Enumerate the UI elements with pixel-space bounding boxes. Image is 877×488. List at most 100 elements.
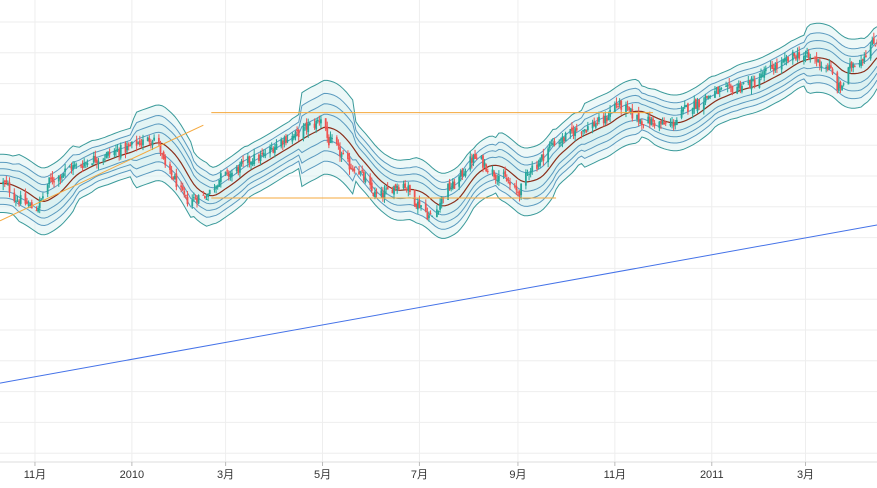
candle-body-295 — [658, 121, 661, 128]
candle-body-313 — [696, 101, 699, 112]
candle-body-72 — [161, 153, 163, 155]
candle-body-273 — [607, 116, 610, 121]
candle-body-315 — [702, 102, 705, 110]
candle-body-263 — [585, 129, 588, 133]
candle-body-25 — [57, 175, 60, 182]
candle-body-256 — [571, 127, 573, 132]
candle-body-95 — [213, 188, 216, 190]
candle-body-195 — [436, 209, 438, 218]
candle-body-272 — [606, 117, 608, 122]
candle-body-36 — [81, 165, 84, 168]
candle-body-296 — [660, 120, 662, 124]
candle-body-317 — [706, 95, 708, 98]
candle-body-10 — [24, 193, 27, 204]
candle-body-205 — [458, 176, 461, 187]
candle-body-255 — [569, 129, 572, 134]
candle-body-122 — [272, 148, 275, 153]
candle-body-363 — [807, 52, 810, 58]
candle-body-147 — [327, 137, 330, 146]
candle-body-378 — [841, 85, 843, 91]
candle-body-319 — [709, 96, 712, 98]
candle-body-323 — [718, 88, 721, 92]
candle-body-69 — [153, 137, 156, 141]
candle-body-155 — [347, 152, 349, 159]
candle-body-62 — [138, 140, 141, 146]
candle-body-293 — [652, 118, 654, 122]
candle-body-115 — [258, 154, 260, 161]
candle-body-292 — [650, 118, 653, 126]
candle-body-297 — [661, 121, 664, 125]
moving-average — [0, 57, 877, 207]
candle-body-165 — [369, 176, 372, 185]
candle-body-271 — [604, 115, 607, 124]
candle-body-333 — [741, 86, 743, 92]
band-upper-3 — [0, 22, 877, 174]
candle-body-269 — [598, 116, 600, 122]
candle-body-123 — [273, 147, 276, 153]
candle-body-32 — [72, 164, 74, 170]
candle-body-308 — [685, 104, 688, 107]
candle-body-66 — [148, 138, 151, 143]
x-tick-label-3: 5月 — [314, 469, 331, 481]
candle-body-142 — [316, 119, 319, 122]
candle-body-127 — [283, 137, 286, 143]
candle-body-212 — [472, 155, 475, 163]
candle-body-225 — [502, 172, 505, 174]
candle-body-228 — [507, 182, 510, 184]
candle-body-320 — [714, 90, 716, 98]
candle-body-392 — [872, 38, 875, 44]
candle-body-98 — [218, 180, 221, 187]
candle-body-247 — [550, 142, 553, 144]
candle-body-264 — [586, 126, 589, 131]
candle-body-173 — [385, 188, 387, 190]
candle-body-17 — [38, 199, 41, 209]
candle-body-30 — [69, 166, 71, 168]
candle-body-304 — [675, 119, 678, 126]
candle-body-152 — [339, 146, 341, 157]
candle-body-84 — [186, 196, 189, 205]
candle-body-75 — [169, 164, 171, 170]
candle-body-210 — [469, 156, 472, 170]
candle-body-391 — [871, 40, 874, 46]
candle-body-91 — [204, 196, 206, 198]
candle-body-67 — [150, 142, 152, 144]
x-tick-label-5: 9月 — [509, 469, 526, 481]
candle-body-375 — [836, 72, 839, 91]
candle-body-159 — [353, 169, 356, 172]
candles — [2, 32, 877, 222]
candle-body-202 — [450, 188, 453, 190]
candle-body-329 — [731, 86, 734, 93]
candle-body-73 — [162, 151, 165, 159]
candle-body-24 — [53, 181, 55, 183]
candle-body-267 — [594, 123, 597, 128]
candle-body-192 — [428, 215, 430, 218]
candle-body-118 — [262, 152, 265, 157]
candle-body-196 — [437, 211, 440, 213]
candle-body-262 — [583, 129, 586, 131]
candle-body-224 — [497, 175, 500, 182]
candle-body-55 — [124, 142, 127, 153]
candle-body-339 — [753, 79, 756, 87]
candle-body-180 — [402, 183, 405, 189]
candle-body-83 — [184, 194, 187, 196]
candle-body-124 — [275, 144, 278, 150]
x-tick-label-4: 7月 — [411, 469, 428, 481]
candle-body-246 — [548, 144, 551, 149]
candle-body-376 — [837, 82, 840, 91]
candle-body-251 — [559, 142, 562, 144]
candle-body-281 — [626, 105, 629, 107]
candle-body-301 — [671, 121, 673, 123]
candle-body-215 — [480, 156, 483, 159]
candle-body-177 — [394, 184, 397, 189]
drawings — [0, 112, 877, 384]
candle-body-358 — [796, 52, 799, 58]
candle-body-45 — [102, 159, 105, 161]
candle-body-149 — [331, 138, 333, 140]
candle-body-57 — [127, 144, 130, 146]
candle-body-232 — [517, 191, 519, 193]
candle-body-234 — [520, 183, 523, 196]
candle-body-312 — [694, 99, 697, 109]
candle-body-354 — [787, 56, 789, 62]
candle-body-382 — [850, 62, 853, 68]
candle-body-101 — [226, 170, 229, 172]
